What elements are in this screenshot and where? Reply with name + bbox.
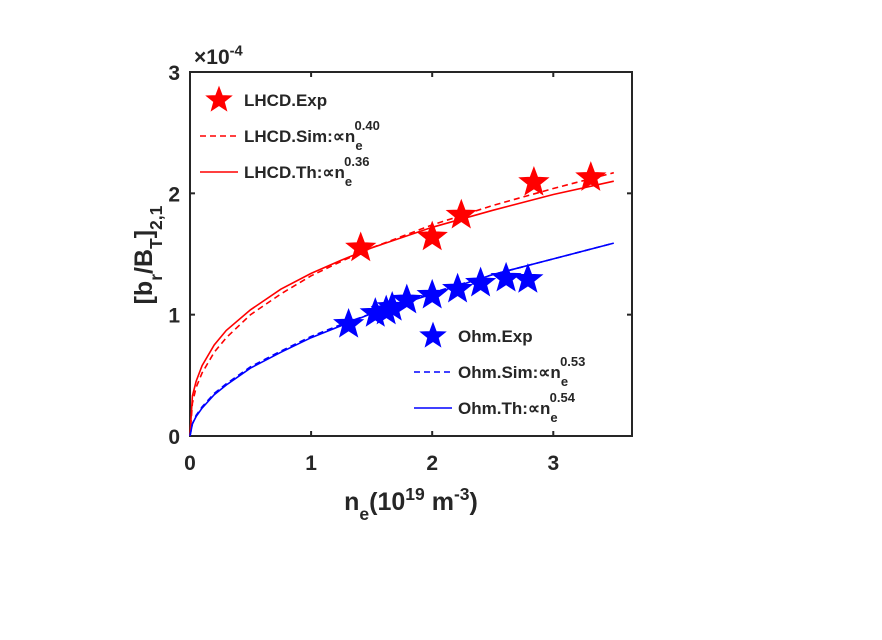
legend-name: LHCD.Sim:∝n: [244, 127, 355, 146]
y-tick-label: 1: [168, 305, 180, 328]
legend-name: LHCD.Th:∝n: [244, 163, 345, 182]
legend-label: LHCD.Sim:∝ne 0.40: [244, 118, 380, 153]
y-tick-label: 0: [168, 426, 180, 449]
axes-box: [189, 71, 633, 437]
legend-sup: 0.36: [344, 154, 369, 169]
legend-name: Ohm.Sim:∝n: [458, 363, 561, 382]
x-axis-label: ne(1019 m-3): [344, 484, 478, 524]
legend-marker: [205, 85, 233, 112]
x-tick-label: 1: [305, 452, 317, 475]
series-line: [189, 180, 614, 437]
axis-multiplier-part: -4: [230, 44, 244, 60]
legend-name: Ohm.Exp: [458, 327, 533, 346]
y-tick-label: 2: [168, 183, 180, 206]
legend-sup: 0.40: [355, 118, 380, 133]
x-axis-label-part: ): [470, 488, 478, 516]
legend-label: Ohm.Th:∝ne 0.54: [458, 390, 576, 425]
legend-sup: 0.54: [550, 390, 576, 405]
star-marker: [512, 263, 544, 293]
y-axis-label-part: r: [146, 274, 166, 281]
y-axis-label-part: 2,1: [146, 205, 166, 230]
legend-name: LHCD.Exp: [244, 91, 327, 110]
legend-sub: e: [550, 410, 557, 425]
star-marker: [445, 198, 477, 229]
x-axis-label-part: e: [359, 504, 369, 524]
x-axis-label-part: (10: [369, 488, 405, 516]
legend-sub: e: [345, 174, 352, 189]
star-marker: [518, 165, 550, 196]
legend-sub: e: [561, 374, 568, 389]
x-axis-label-part: n: [344, 488, 359, 516]
y-axis-label-part: /B: [130, 249, 158, 274]
star-marker: [391, 283, 423, 314]
star-marker: [345, 231, 377, 262]
y-tick-label: 3: [168, 62, 180, 85]
y-axis-label: [br/BT]2,1: [130, 205, 166, 304]
legend-label: LHCD.Exp: [244, 91, 327, 110]
x-tick-label: 2: [426, 452, 438, 475]
legend-sub: e: [355, 138, 362, 153]
axis-multiplier: ×10-4: [194, 44, 244, 69]
y-axis-label-part: T: [146, 238, 166, 249]
star-marker: [442, 272, 474, 303]
star-marker: [416, 220, 448, 251]
y-axis-label-part: ]: [130, 230, 158, 238]
axis-multiplier-part: ×10: [194, 46, 230, 69]
x-axis-label-part: m: [425, 488, 454, 516]
y-axis-label-part: [b: [130, 281, 158, 305]
legend-name: Ohm.Th:∝n: [458, 399, 550, 418]
legend-label: Ohm.Sim:∝ne 0.53: [458, 354, 585, 389]
star-marker: [575, 161, 607, 191]
x-tick-label: 3: [547, 452, 559, 475]
x-axis-label-part: -3: [454, 484, 470, 504]
legend-marker: [419, 321, 447, 348]
series-line: [189, 242, 615, 437]
legend-label: LHCD.Th:∝ne 0.36: [244, 154, 369, 189]
x-tick-label: 0: [184, 452, 196, 475]
legend-sup: 0.53: [560, 354, 585, 369]
series-line: [189, 171, 615, 437]
star-marker: [465, 266, 497, 297]
legend-label: Ohm.Exp: [458, 327, 533, 346]
x-axis-label-part: 19: [405, 484, 425, 504]
